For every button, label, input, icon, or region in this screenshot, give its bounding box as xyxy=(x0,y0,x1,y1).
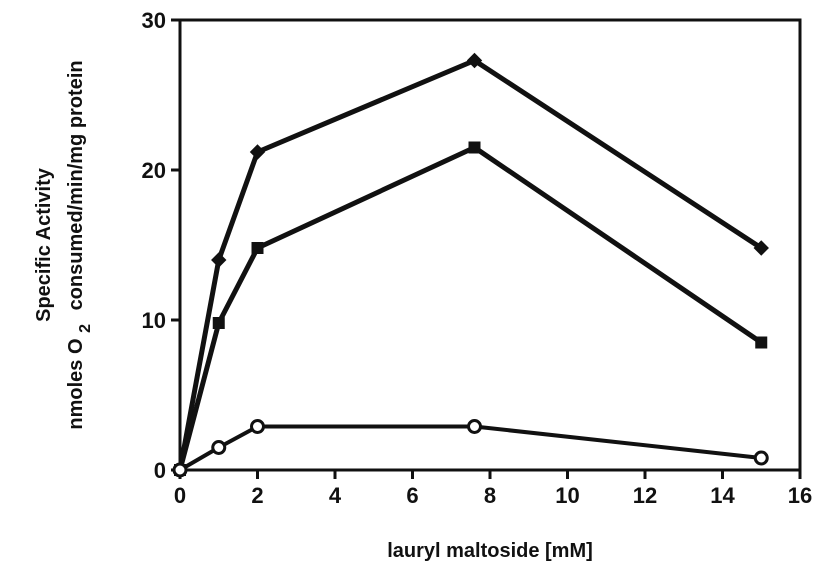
y-axis-label-line1: Specific Activity xyxy=(33,167,55,322)
y-tick-label-3: 30 xyxy=(142,8,166,33)
x-tick-label-6: 12 xyxy=(633,483,657,508)
x-axis-label: lauryl maltoside [mM] xyxy=(387,540,593,562)
x-tick-label-5: 10 xyxy=(555,483,579,508)
series-0 xyxy=(172,52,769,478)
series-1 xyxy=(174,141,768,476)
series-2 xyxy=(172,419,769,478)
x-tick-label-3: 6 xyxy=(406,483,418,508)
x-tick-label-2: 4 xyxy=(329,483,342,508)
y-tick-label-2: 20 xyxy=(142,158,166,183)
plot-frame xyxy=(178,18,802,472)
y-axis-label-line2: nmoles O 2 consumed/min/mg protein xyxy=(65,60,95,429)
series-1-point-3 xyxy=(468,141,481,154)
series-1-point-2 xyxy=(251,242,264,254)
series-0-line xyxy=(177,58,763,471)
y-label-suffix: consumed/min/mg protein xyxy=(65,60,87,310)
series-1-point-1 xyxy=(212,317,225,329)
tick-labels: 0 2 4 6 8 10 12 14 16 0 10 20 30 xyxy=(142,8,813,508)
x-tick-label-8: 16 xyxy=(788,483,812,508)
series-2-line xyxy=(178,424,762,472)
series-layer xyxy=(172,52,769,478)
y-tick-label-0: 0 xyxy=(154,458,166,483)
x-tick-label-1: 2 xyxy=(251,483,263,508)
x-tick-label-0: 0 xyxy=(174,483,186,508)
series-1-point-4 xyxy=(755,336,768,349)
y-label-subscript: 2 xyxy=(77,324,94,333)
y-label-prefix: nmoles O xyxy=(65,338,87,429)
y-tick-label-1: 10 xyxy=(142,308,166,333)
series-2-point-4 xyxy=(753,450,769,466)
series-2-point-1 xyxy=(211,440,227,455)
series-0-point-3 xyxy=(466,52,483,69)
series-0-point-1 xyxy=(211,252,227,268)
series-2-point-2 xyxy=(250,419,265,434)
series-2-point-3 xyxy=(467,419,482,434)
series-0-point-4 xyxy=(753,240,769,256)
series-0-point-2 xyxy=(249,144,266,160)
axis-ticks xyxy=(171,18,802,479)
series-2-point-0 xyxy=(172,462,188,478)
x-tick-label-7: 14 xyxy=(710,483,735,508)
x-tick-label-4: 8 xyxy=(484,483,496,508)
